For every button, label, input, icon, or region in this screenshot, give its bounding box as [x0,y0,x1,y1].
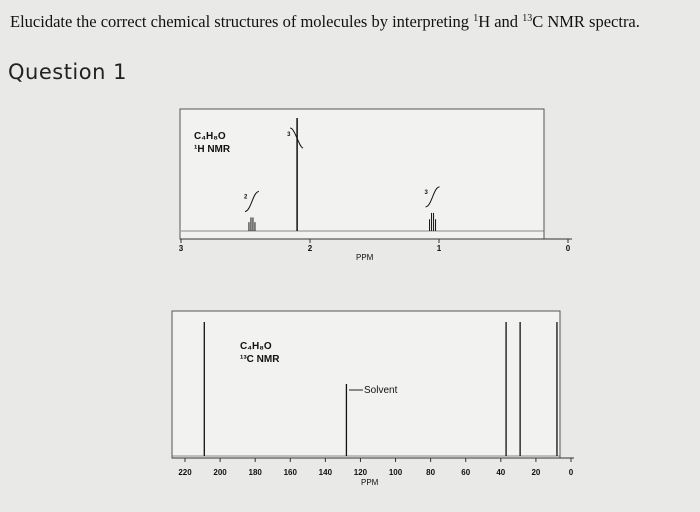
instruction-h-superscript: 1 [473,13,479,24]
h-nmr-spectrum: C₄H₈O ¹H NMR PPM 3 2 1 0 2 3 3 [179,108,572,262]
h-nmr-xlabel: PPM [356,253,374,262]
h-nmr-peak: 3 [287,118,304,231]
h-nmr-peak: 3 [425,186,440,231]
c-nmr-tick-label: 220 [178,468,192,477]
h-nmr-tick-label: 0 [566,244,571,253]
h-nmr-tick-label: 2 [308,244,313,253]
c-nmr-xlabel: PPM [361,478,379,487]
instruction-text-3: C NMR spectra. [532,12,640,31]
svg-text:3: 3 [425,190,429,196]
c-nmr-tick-label: 40 [496,468,505,477]
c-nmr-tick-label: 0 [569,468,574,477]
c-nmr-tick-label: 60 [461,468,470,477]
c-nmr-tick-label: 100 [389,468,403,477]
h-nmr-peak: 2 [244,190,260,231]
c-nmr-formula: C₄H₈O [240,341,272,352]
c-nmr-tick-label: 140 [319,468,333,477]
instruction-text-1: Elucidate the correct chemical structure… [10,12,474,31]
h-nmr-frame [179,108,545,240]
instruction-text-2: H and [478,12,523,31]
h-nmr-formula: C₄H₈O [194,131,226,142]
instruction-c-superscript: 13 [522,13,533,24]
c-nmr-tick-label: 180 [249,468,263,477]
h-nmr-tick-label: 1 [437,244,442,253]
c-nmr-label: ¹³C NMR [240,354,280,365]
c-nmr-spectrum: C₄H₈O ¹³C NMR PPM 220 200 180 160 140 120 100 8… [171,310,574,487]
svg-text:2: 2 [244,194,248,200]
question-heading: Question 1 [8,60,127,84]
h-nmr-tick-label: 3 [179,244,184,253]
h-nmr-label: ¹H NMR [194,144,231,155]
solvent-label: Solvent [364,385,398,396]
c-nmr-tick-label: 160 [284,468,298,477]
c-nmr-frame [171,310,561,459]
c-nmr-tick-label: 200 [213,468,227,477]
page-instruction: Elucidate the correct chemical structure… [10,12,700,32]
svg-text:3: 3 [287,132,291,138]
c-nmr-tick-label: 80 [426,468,435,477]
c-nmr-tick-label: 20 [531,468,540,477]
c-nmr-tick-label: 120 [354,468,368,477]
